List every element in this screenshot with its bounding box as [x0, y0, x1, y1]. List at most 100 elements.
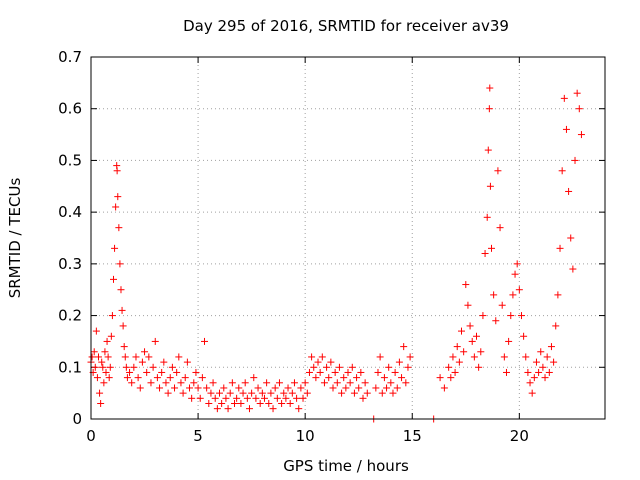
x-tick-label: 5 — [193, 427, 203, 445]
data-point — [115, 224, 123, 232]
x-tick-labels: 0 5 10 15 20 — [86, 427, 529, 445]
data-point — [278, 399, 286, 407]
data-point — [486, 182, 494, 190]
data-point — [260, 394, 268, 402]
data-point — [404, 363, 412, 371]
data-point — [577, 131, 585, 139]
data-point — [90, 348, 98, 356]
data-point — [196, 394, 204, 402]
data-point — [535, 368, 543, 376]
data-point — [190, 379, 198, 387]
data-point — [329, 384, 337, 392]
data-point — [104, 353, 112, 361]
data-point — [363, 389, 371, 397]
data-point — [224, 405, 232, 413]
data-point — [147, 379, 155, 387]
x-tick-label: 15 — [403, 427, 422, 445]
data-point — [348, 363, 356, 371]
data-point — [344, 368, 352, 376]
data-point — [515, 286, 523, 294]
data-point — [451, 368, 459, 376]
data-point — [128, 379, 136, 387]
data-point — [132, 353, 140, 361]
data-point — [158, 368, 166, 376]
data-point — [511, 270, 519, 278]
data-point — [359, 394, 367, 402]
data-point — [207, 389, 215, 397]
data-point — [243, 394, 251, 402]
data-point — [94, 353, 102, 361]
data-point — [275, 379, 283, 387]
data-point — [318, 353, 326, 361]
data-point — [378, 389, 386, 397]
data-point — [237, 399, 245, 407]
data-point — [335, 363, 343, 371]
data-point — [282, 394, 290, 402]
data-point — [387, 379, 395, 387]
y-tick-label: 0.4 — [58, 203, 82, 221]
data-point — [383, 384, 391, 392]
data-point — [487, 244, 495, 252]
data-point — [254, 384, 262, 392]
data-point — [470, 353, 478, 361]
data-point — [447, 374, 455, 382]
data-point — [449, 353, 457, 361]
data-point — [458, 327, 466, 335]
data-point — [130, 363, 138, 371]
data-point — [181, 374, 189, 382]
data-point — [539, 363, 547, 371]
data-point — [380, 374, 388, 382]
data-point — [505, 337, 513, 345]
data-point — [314, 358, 322, 366]
data-point — [297, 384, 305, 392]
data-point — [464, 301, 472, 309]
data-point — [526, 379, 534, 387]
data-point — [513, 260, 521, 268]
data-point — [310, 363, 318, 371]
data-point — [211, 394, 219, 402]
data-point — [111, 244, 119, 252]
data-point — [145, 353, 153, 361]
data-point — [477, 348, 485, 356]
data-point — [357, 368, 365, 376]
data-point — [273, 394, 281, 402]
x-tick-label: 10 — [296, 427, 315, 445]
data-point — [308, 353, 316, 361]
data-point — [473, 332, 480, 340]
data-point — [554, 291, 562, 299]
data-point — [500, 353, 508, 361]
plot-frame — [90, 56, 606, 420]
data-point — [263, 379, 271, 387]
data-point — [395, 358, 403, 366]
data-point — [186, 384, 194, 392]
data-point — [498, 301, 506, 309]
data-point — [483, 213, 491, 221]
data-point — [216, 389, 223, 397]
data-point — [455, 358, 463, 366]
data-point — [235, 384, 243, 392]
data-point — [509, 291, 517, 299]
data-point — [571, 156, 579, 164]
data-point — [192, 368, 200, 376]
y-axis-label: SRMTID / TECUs — [6, 178, 24, 299]
data-point — [537, 348, 545, 356]
data-point — [120, 343, 128, 351]
data-point — [97, 399, 105, 407]
data-point — [205, 399, 213, 407]
data-point — [479, 312, 487, 320]
data-point — [241, 379, 249, 387]
data-point — [560, 94, 568, 102]
data-point — [228, 379, 236, 387]
data-point — [149, 363, 157, 371]
data-point — [136, 384, 144, 392]
data-point — [220, 384, 228, 392]
y-tick-label: 0.6 — [58, 100, 82, 118]
data-point — [209, 379, 217, 387]
data-point — [122, 363, 130, 371]
data-point — [374, 368, 382, 376]
data-point — [258, 389, 266, 397]
data-point — [113, 167, 121, 175]
data-point — [271, 384, 279, 392]
data-point — [550, 358, 558, 366]
data-point — [112, 203, 120, 211]
